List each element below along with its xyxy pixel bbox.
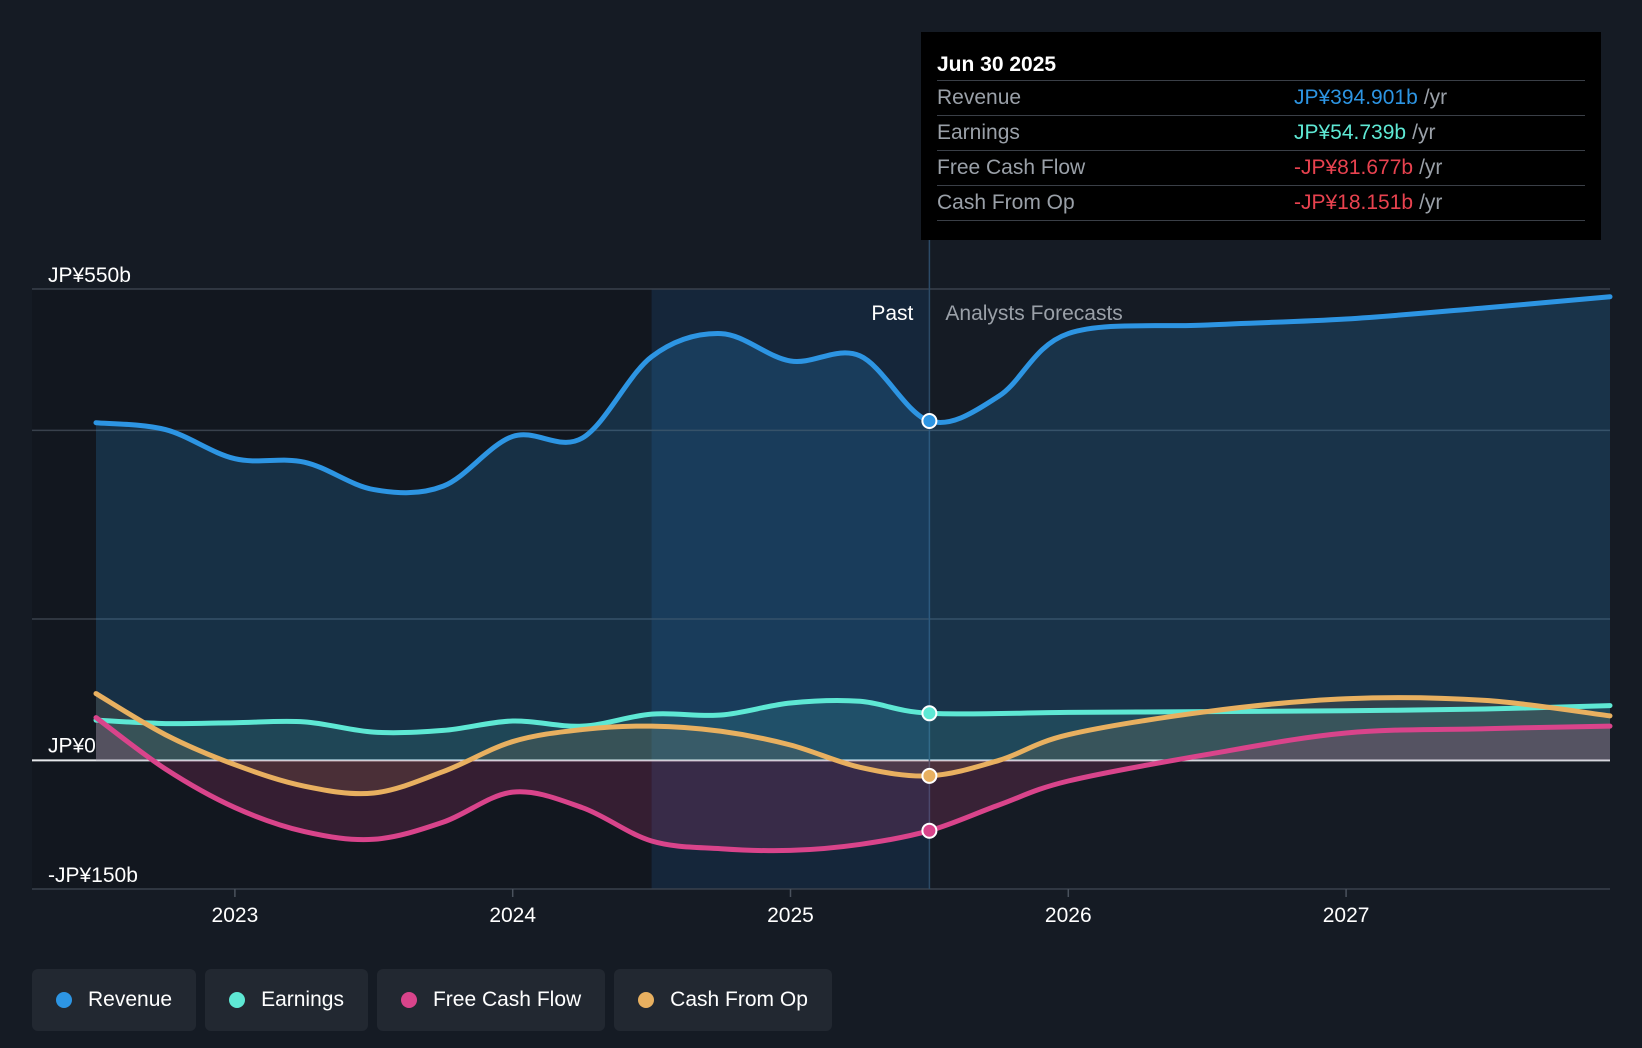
x-tick-label: 2025 — [767, 904, 814, 927]
tooltip-row-free-cash-flow: Free Cash Flow -JP¥81.677b/yr — [937, 151, 1585, 186]
tooltip-row-earnings: Earnings JP¥54.739b/yr — [937, 116, 1585, 151]
past-background — [32, 289, 652, 889]
legend-label: Free Cash Flow — [432, 988, 582, 1011]
tooltip-value-text: JP¥394.901b — [1294, 86, 1418, 109]
forecast-label: Analysts Forecasts — [945, 302, 1122, 325]
hover-markers — [921, 413, 938, 839]
legend-item-cash-from-op[interactable]: Cash From Op — [614, 969, 832, 1031]
marker-cash-from-op — [921, 767, 938, 784]
free-cash-flow-dot-icon — [400, 992, 417, 1008]
axis-labels: JP¥550b JP¥0 -JP¥150b 2023 2024 2025 2026 2027 P… — [48, 264, 1369, 927]
series-lines — [93, 294, 1613, 854]
x-tick-label: 2024 — [489, 904, 536, 927]
series-line-cash-from-op — [93, 691, 1613, 797]
revenue-dot-icon — [56, 992, 72, 1008]
legend-label: Revenue — [88, 988, 173, 1011]
x-tick-label: 2027 — [1323, 904, 1370, 927]
tooltip-unit: /yr — [1419, 191, 1443, 214]
y-axis-label: -JP¥150b — [48, 864, 138, 887]
earnings-dot-icon — [229, 992, 246, 1008]
tooltip-label: Earnings — [937, 121, 1020, 144]
marker-revenue — [921, 413, 938, 429]
cash-from-op-dot-icon — [638, 992, 655, 1008]
legend-item-revenue[interactable]: Revenue — [32, 969, 197, 1031]
legend-label: Earnings — [261, 988, 344, 1011]
tooltip-unit: /yr — [1419, 156, 1443, 179]
tooltip-value-text: -JP¥18.151b — [1294, 191, 1414, 214]
tooltip-value: -JP¥18.151b/yr — [1294, 186, 1442, 220]
tooltip-row-cash-from-op: Cash From Op -JP¥18.151b/yr — [937, 186, 1585, 221]
marker-earnings — [921, 705, 938, 722]
tooltip-row-revenue: Revenue JP¥394.901b/yr — [937, 81, 1585, 116]
tooltip-label: Revenue — [937, 86, 1022, 109]
past-label: Past — [871, 302, 913, 325]
y-axis-label: JP¥0 — [48, 734, 96, 757]
tooltip-unit: /yr — [1412, 121, 1436, 144]
series-line-free-cash-flow — [93, 715, 1613, 854]
tooltip-label: Cash From Op — [937, 191, 1075, 214]
past-highlight-band — [651, 289, 930, 889]
tooltip-panel: Jun 30 2025 Revenue JP¥394.901b/yr Earni… — [921, 32, 1601, 240]
tooltip-date: Jun 30 2025 — [937, 50, 1585, 81]
tooltip-value-text: -JP¥81.677b — [1294, 156, 1414, 179]
legend-label: Cash From Op — [670, 988, 808, 1011]
series-area-earnings — [96, 700, 1610, 761]
legend: Revenue Earnings Free Cash Flow Cash Fro… — [32, 969, 832, 1031]
legend-item-earnings[interactable]: Earnings — [205, 969, 368, 1031]
tooltip-value: JP¥394.901b/yr — [1294, 81, 1447, 115]
grid-lines — [32, 240, 1610, 890]
tooltip-label: Free Cash Flow — [937, 156, 1086, 179]
marker-free-cash-flow — [921, 822, 938, 839]
x-tick-label: 2026 — [1045, 904, 1092, 927]
x-tick-label: 2023 — [212, 904, 259, 927]
series-line-earnings — [93, 697, 1613, 736]
tooltip-unit: /yr — [1423, 86, 1448, 109]
tooltip-value-text: JP¥54.739b — [1294, 121, 1407, 144]
series-area-revenue — [96, 296, 1610, 761]
tooltip-value: -JP¥81.677b/yr — [1294, 151, 1442, 185]
series-line-revenue — [93, 294, 1613, 496]
tooltip-value: JP¥54.739b/yr — [1294, 116, 1435, 150]
y-axis-label: JP¥550b — [48, 264, 131, 287]
series-area-cash-from-op — [96, 693, 1610, 794]
legend-item-free-cash-flow[interactable]: Free Cash Flow — [376, 969, 606, 1031]
